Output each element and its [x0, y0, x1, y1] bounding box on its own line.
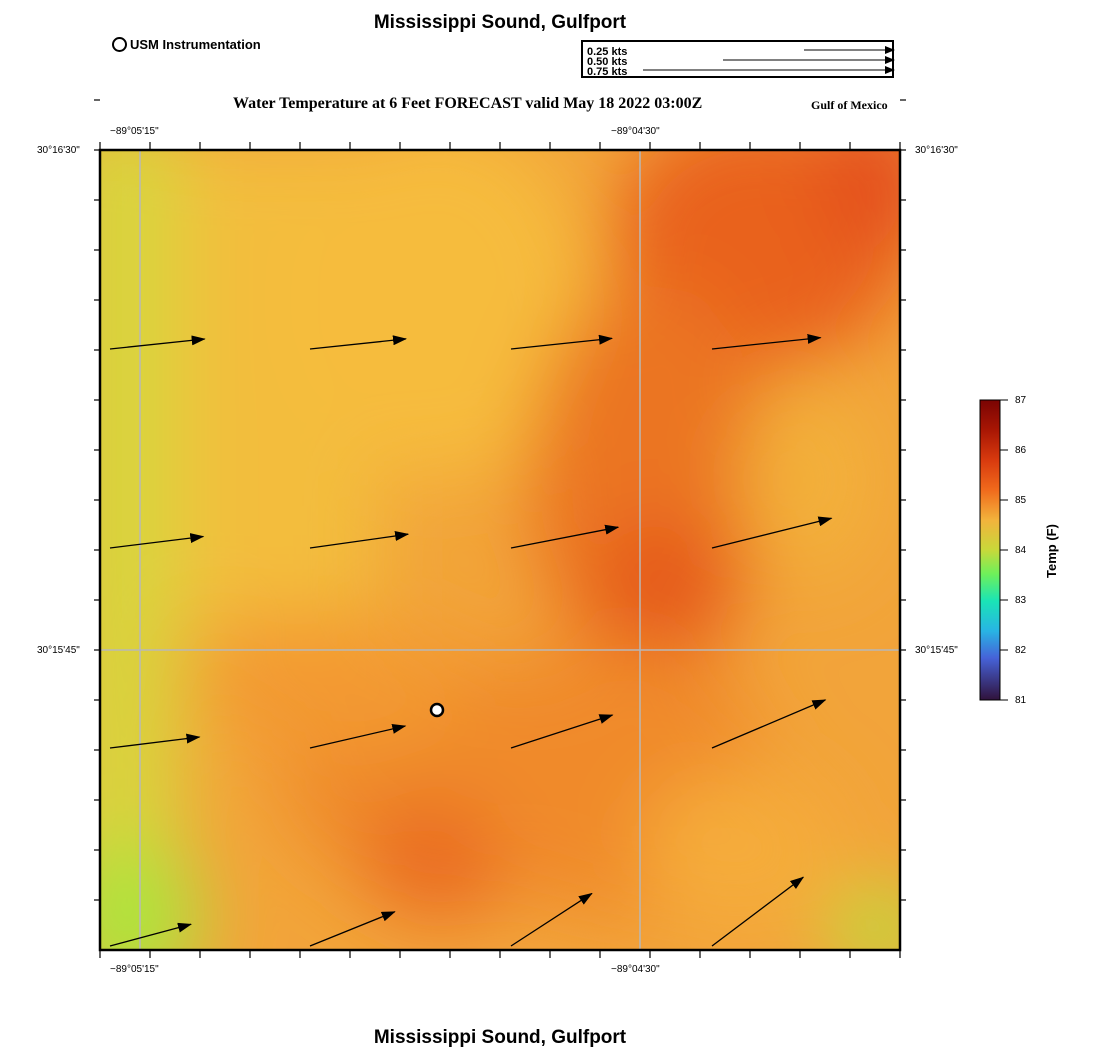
lon-top-label-1: −89°05'15": [110, 126, 159, 137]
current-vector-arrow: [109, 922, 192, 947]
lat-left-label-1: 30°16'30": [37, 145, 80, 156]
current-vector-arrow: [510, 334, 613, 350]
current-vector-arrow: [711, 333, 822, 350]
current-vector-arrow: [711, 876, 805, 947]
region-label: Gulf of Mexico: [811, 98, 888, 112]
current-vectors: [109, 333, 833, 947]
station-legend-label: USM Instrumentation: [130, 37, 261, 52]
colorbar-tick-86: 86: [1015, 445, 1027, 456]
lon-bottom-label-2: −89°04'30": [611, 964, 660, 975]
current-vector-arrow: [711, 699, 827, 749]
colorbar: [979, 399, 1008, 701]
station-marker-icon: [112, 37, 127, 52]
current-vector-arrow: [309, 335, 407, 350]
scale-label-050: 0.50 kts: [587, 56, 628, 68]
scale-arrows: [643, 46, 895, 74]
current-vector-arrow: [510, 524, 620, 549]
station-legend: USM Instrumentation: [112, 37, 261, 52]
current-vector-arrow: [109, 335, 206, 350]
map-subtitle: Water Temperature at 6 Feet FORECAST val…: [233, 95, 703, 112]
colorbar-tick-81: 81: [1015, 695, 1027, 706]
current-vector-arrow: [309, 911, 396, 947]
current-vector-arrow: [309, 724, 407, 749]
current-vector-arrow: [109, 733, 201, 749]
colorbar-gradient: [979, 399, 1001, 701]
temperature-field: [100, 150, 900, 950]
lat-right-label-1: 30°16'30": [915, 145, 958, 156]
map-ticks: [94, 99, 906, 958]
footer-title: Mississippi Sound, Gulfport: [373, 1027, 627, 1048]
current-vector-arrow: [309, 531, 410, 549]
scale-label-025: 0.25 kts: [587, 46, 628, 58]
map-title: Mississippi Sound, Gulfport: [373, 12, 627, 33]
colorbar-tick-83: 83: [1015, 595, 1027, 606]
colorbar-tick-82: 82: [1015, 645, 1027, 656]
scale-label-075: 0.75 kts: [587, 66, 628, 78]
lon-top-label-2: −89°04'30": [611, 126, 660, 137]
usm-station-marker: [429, 702, 445, 718]
lat-right-label-2: 30°15'45": [915, 645, 958, 656]
colorbar-tick-87: 87: [1015, 395, 1027, 406]
current-vector-arrow: [109, 533, 205, 549]
current-vector-arrow: [510, 714, 614, 749]
colorbar-tick-85: 85: [1015, 495, 1027, 506]
current-vector-arrow: [510, 892, 593, 947]
vector-scale-legend: 0.25 kts 0.50 kts 0.75 kts: [581, 40, 895, 78]
lat-left-label-2: 30°15'45": [37, 645, 80, 656]
lon-bottom-label-1: −89°05'15": [110, 964, 159, 975]
current-vector-arrow: [711, 516, 833, 549]
colorbar-tick-84: 84: [1015, 545, 1027, 556]
colorbar-title: Temp (F): [1044, 524, 1059, 578]
